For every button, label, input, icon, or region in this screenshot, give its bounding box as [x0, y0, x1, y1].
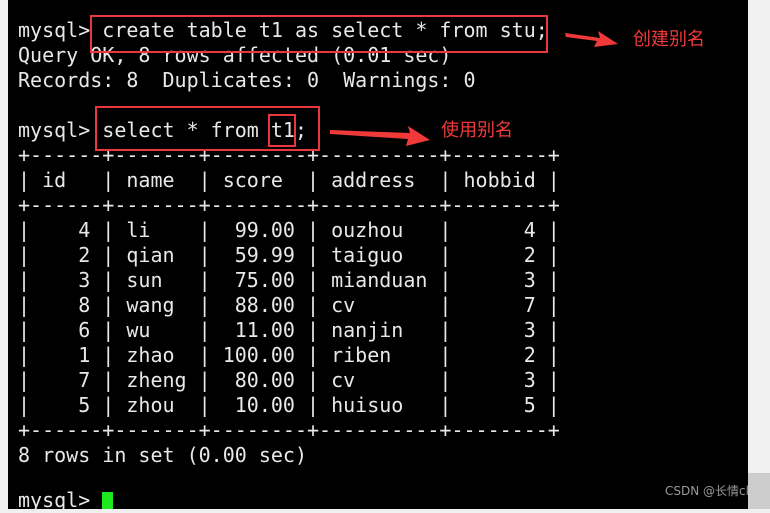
- scrollbar-thumb[interactable]: [748, 473, 770, 509]
- arrow-icon: [565, 31, 618, 47]
- terminal-line: mysql> select * from t1;: [18, 118, 307, 142]
- terminal-line: | 7 | zheng | 80.00 | cv | 3 |: [18, 368, 560, 392]
- terminal-line: | id | name | score | address | hobbid |: [18, 168, 560, 192]
- highlight-create-command: [90, 15, 548, 53]
- annotation-create-alias: 创建别名: [633, 29, 705, 50]
- terminal-line: | 8 | wang | 88.00 | cv | 7 |: [18, 293, 560, 317]
- terminal-line: | 1 | zhao | 100.00 | riben | 2 |: [18, 343, 560, 367]
- terminal-line: +------+-------+--------+----------+----…: [18, 193, 560, 217]
- annotation-use-alias: 使用别名: [441, 120, 513, 141]
- terminal-line: | 3 | sun | 75.00 | mianduan | 3 |: [18, 268, 560, 292]
- arrow-icon: [330, 126, 430, 146]
- terminal-line: Query OK, 8 rows affected (0.01 sec): [18, 43, 452, 67]
- vertical-scrollbar[interactable]: [748, 0, 770, 509]
- terminal-line: +------+-------+--------+----------+----…: [18, 418, 560, 442]
- terminal-line: | 4 | li | 99.00 | ouzhou | 4 |: [18, 218, 560, 242]
- cursor-icon: [102, 492, 114, 509]
- terminal-line: | 2 | qian | 59.99 | taiguo | 2 |: [18, 243, 560, 267]
- watermark: CSDN @长情cl: [665, 484, 749, 498]
- terminal-line: mysql> create table t1 as select * from …: [18, 18, 548, 42]
- terminal-line: Records: 8 Duplicates: 0 Warnings: 0: [18, 68, 476, 92]
- terminal-prompt-line[interactable]: mysql>: [18, 488, 114, 513]
- prompt: mysql>: [18, 488, 103, 512]
- terminal-line: +------+-------+--------+----------+----…: [18, 143, 560, 167]
- highlight-alias-t1: [268, 114, 296, 147]
- terminal-line: | 5 | zhou | 10.00 | huisuo | 5 |: [18, 393, 560, 417]
- terminal-output: mysql> create table t1 as select * from …: [18, 18, 560, 513]
- terminal-window[interactable]: mysql> create table t1 as select * from …: [8, 0, 748, 512]
- highlight-select-command: [95, 106, 320, 151]
- terminal-line: 8 rows in set (0.00 sec): [18, 443, 307, 467]
- terminal-line: | 6 | wu | 11.00 | nanjin | 3 |: [18, 318, 560, 342]
